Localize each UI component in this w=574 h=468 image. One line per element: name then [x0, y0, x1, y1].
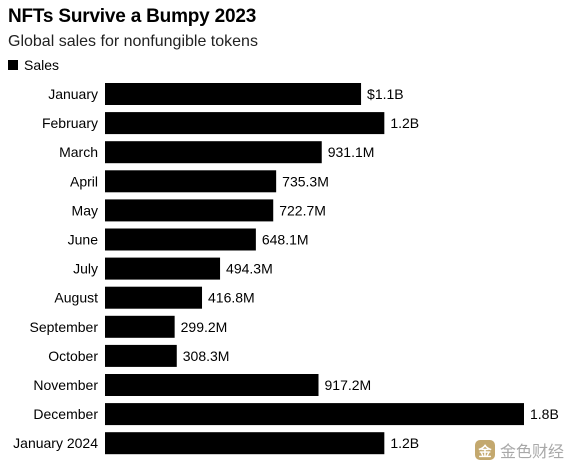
bar-august: [105, 286, 203, 309]
bar-january-2024: [105, 432, 385, 455]
category-label: July: [73, 261, 98, 277]
bar-february: [105, 112, 385, 135]
chart-subtitle: Global sales for nonfungible tokens: [8, 33, 258, 50]
category-label: August: [54, 290, 98, 306]
category-label: March: [59, 144, 98, 160]
category-label: January 2024: [13, 435, 98, 451]
bar-april: [105, 170, 277, 193]
category-label: February: [42, 115, 98, 131]
bar-november: [105, 374, 319, 396]
watermark-logo-icon: 金: [474, 440, 495, 460]
legend: Sales: [8, 57, 59, 73]
watermark-text: 金色财经: [499, 444, 564, 461]
value-label: 931.1M: [328, 144, 375, 160]
category-label: November: [33, 377, 98, 393]
value-label: 1.8B: [530, 406, 559, 422]
bar-january: [105, 83, 362, 105]
value-label: 299.2M: [181, 319, 228, 335]
value-label: 917.2M: [325, 377, 372, 393]
value-label: 1.2B: [390, 115, 419, 131]
value-label: 1.2B: [390, 435, 419, 451]
category-label: June: [68, 232, 99, 248]
bar-may: [105, 199, 274, 222]
value-label: 416.8M: [208, 290, 255, 306]
category-label: April: [70, 173, 98, 189]
bar-july: [105, 257, 221, 280]
category-label: October: [48, 348, 98, 364]
chart-title: NFTs Survive a Bumpy 2023: [8, 6, 257, 27]
bar-december: [105, 403, 524, 426]
category-label: September: [30, 319, 99, 335]
value-label: 735.3M: [282, 173, 329, 189]
watermark: 金 金色财经: [474, 438, 564, 462]
category-label: May: [72, 202, 98, 218]
bar-october: [105, 344, 177, 367]
legend-label: Sales: [24, 57, 60, 73]
bar-june: [105, 228, 256, 251]
value-label: 308.3M: [183, 348, 230, 364]
value-label: 722.7M: [279, 202, 326, 218]
bar-march: [105, 141, 322, 164]
bar-september: [105, 315, 175, 338]
category-label: January: [48, 86, 98, 102]
category-label: December: [33, 406, 98, 422]
value-label: 494.3M: [226, 261, 273, 277]
legend-swatch: [8, 60, 18, 70]
value-label: $1.1B: [367, 86, 404, 102]
value-label: 648.1M: [262, 232, 309, 248]
